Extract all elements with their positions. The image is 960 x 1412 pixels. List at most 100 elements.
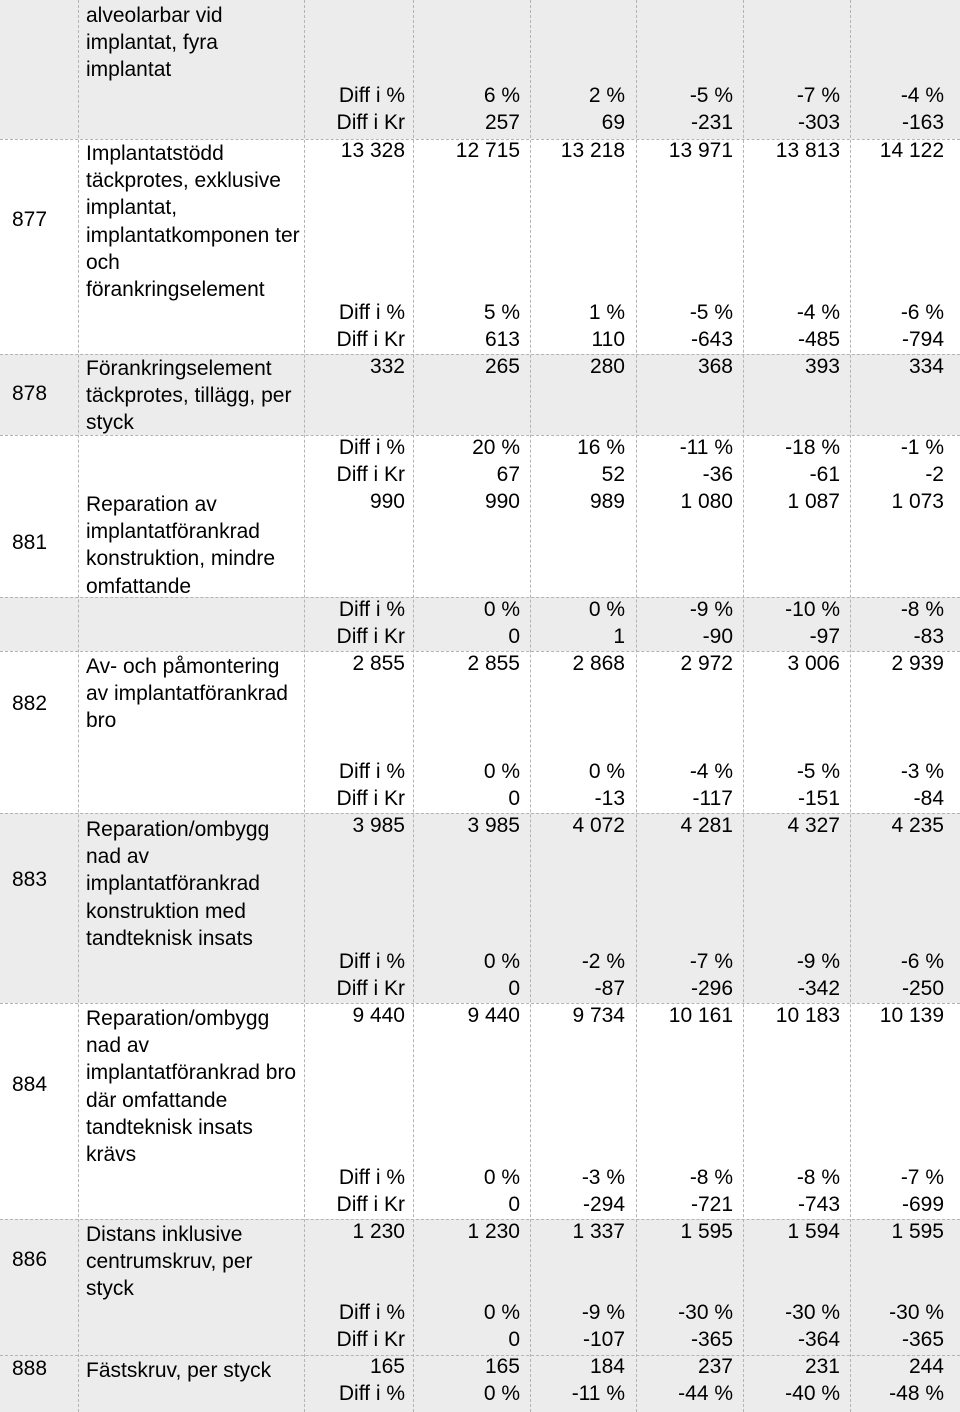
row-background (0, 597, 960, 651)
value-cell: -11 % (571, 1382, 625, 1405)
row-divider (0, 354, 960, 355)
value-cell: -721 (690, 1193, 733, 1216)
row-divider (0, 813, 960, 814)
value-cell: -231 (690, 111, 733, 134)
value-cell: 1 087 (787, 490, 840, 513)
value-cell: 3 006 (787, 652, 840, 675)
item-description: Reparation/ombygg nad av implantatförank… (86, 1007, 297, 1167)
item-code: 884 (12, 1073, 48, 1096)
column-divider (413, 0, 414, 1412)
value-cell: -4 % (689, 760, 733, 783)
line-label: Diff i % (338, 84, 405, 107)
value-cell: -83 (913, 625, 944, 648)
value-cell: -61 (809, 463, 840, 486)
value-cell: -365 (901, 1328, 944, 1351)
value-cell: 69 (601, 111, 625, 134)
value-cell: -2 % (581, 950, 625, 973)
value-cell: 613 (484, 328, 520, 351)
item-code: 883 (12, 868, 48, 891)
value-cell: -364 (797, 1328, 840, 1351)
item-description: Implantatstödd täckprotes, exklusive imp… (86, 142, 300, 302)
value-cell: 184 (589, 1355, 625, 1378)
value-cell: 257 (484, 111, 520, 134)
column-divider (304, 0, 305, 1412)
line-label: Diff i % (338, 1166, 405, 1189)
value-cell: 265 (484, 355, 520, 378)
value-cell: -151 (797, 787, 840, 810)
item-code: 888 (12, 1357, 48, 1380)
value-cell: 52 (601, 463, 625, 486)
value-cell: -643 (690, 328, 733, 351)
value-cell: -9 % (796, 950, 840, 973)
value-cell: -30 % (889, 1301, 944, 1324)
value-cell: -30 % (785, 1301, 840, 1324)
value-cell: -3 % (581, 1166, 625, 1189)
line-label: Diff i % (338, 598, 405, 621)
row-background (0, 1219, 960, 1355)
line-label: Diff i Kr (336, 328, 405, 351)
line-label: Diff i Kr (336, 977, 405, 1000)
value-cell: -117 (692, 787, 733, 810)
value-cell: -6 % (900, 301, 944, 324)
line-label: 2 855 (352, 652, 405, 675)
value-cell: 10 139 (879, 1004, 944, 1027)
value-cell: -36 (702, 463, 733, 486)
value-cell: -30 % (678, 1301, 733, 1324)
row-background (0, 0, 960, 139)
column-divider (850, 0, 851, 1412)
line-label: 13 328 (340, 139, 405, 162)
value-cell: 4 235 (891, 814, 944, 837)
row-divider (0, 1003, 960, 1004)
value-cell: -7 % (900, 1166, 944, 1189)
value-cell: -5 % (689, 84, 733, 107)
column-divider (78, 0, 79, 1412)
line-label: Diff i Kr (336, 787, 405, 810)
line-label: Diff i Kr (336, 111, 405, 134)
item-description: Fästskruv, per styck (86, 1359, 272, 1382)
value-cell: -699 (901, 1193, 944, 1216)
value-cell: -296 (690, 977, 733, 1000)
value-cell: -97 (809, 625, 840, 648)
row-divider (0, 651, 960, 652)
line-label: Diff i % (338, 436, 405, 459)
line-label: 9 440 (352, 1004, 405, 1027)
value-cell: -48 % (889, 1382, 944, 1405)
value-cell: -9 % (581, 1301, 625, 1324)
value-cell: 334 (908, 355, 944, 378)
value-cell: 110 (591, 328, 625, 351)
item-code: 878 (12, 382, 48, 405)
value-cell: 0 % (588, 760, 625, 783)
value-cell: 1 073 (891, 490, 944, 513)
value-cell: 0 (508, 977, 520, 1000)
value-cell: -294 (582, 1193, 625, 1216)
value-cell: 2 855 (467, 652, 520, 675)
value-cell: 4 072 (572, 814, 625, 837)
line-label: Diff i Kr (336, 1193, 405, 1216)
value-cell: 2 % (588, 84, 625, 107)
value-cell: 0 % (483, 1301, 520, 1324)
line-label: Diff i % (338, 301, 405, 324)
value-cell: -743 (797, 1193, 840, 1216)
line-label: 1 230 (352, 1220, 405, 1243)
value-cell: 0 (508, 625, 520, 648)
item-description: Distans inklusive centrumskruv, per styc… (86, 1223, 253, 1301)
item-code: 881 (12, 531, 48, 554)
value-cell: -163 (901, 111, 944, 134)
value-cell: 165 (484, 1355, 520, 1378)
column-divider (743, 0, 744, 1412)
value-cell: 0 % (588, 598, 625, 621)
line-label: Diff i % (338, 1382, 405, 1405)
value-cell: -1 % (900, 436, 944, 459)
value-cell: 5 % (483, 301, 520, 324)
value-cell: -342 (797, 977, 840, 1000)
value-cell: -40 % (785, 1382, 840, 1405)
item-description: Reparation/ombygg nad av implantatförank… (86, 818, 270, 950)
value-cell: -4 % (900, 84, 944, 107)
value-cell: 1 % (588, 301, 625, 324)
item-description: Av- och påmontering av implantatförankra… (86, 655, 288, 733)
value-cell: -6 % (900, 950, 944, 973)
value-cell: -7 % (689, 950, 733, 973)
item-description: Reparation av implantatförankrad konstru… (86, 493, 276, 598)
value-cell: 989 (589, 490, 625, 513)
